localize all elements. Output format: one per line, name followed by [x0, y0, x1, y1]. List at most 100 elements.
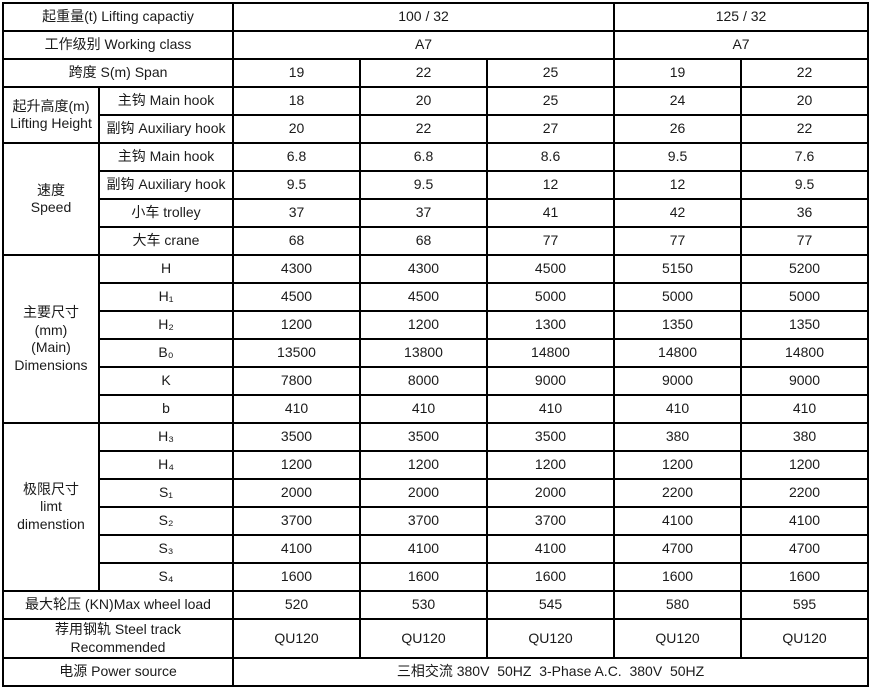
value-cell: 77 [485, 226, 616, 256]
value-cell: 4100 [613, 506, 743, 536]
value-cell: QU120 [613, 618, 743, 659]
value-cell: 9000 [485, 366, 616, 396]
value-cell: 1200 [485, 450, 616, 480]
value-cell: 410 [232, 394, 361, 424]
value-cell: 42 [613, 198, 743, 228]
table-row: S₁ 2000 2000 2000 2200 2200 [3, 478, 870, 508]
value-cell: 1200 [232, 450, 361, 480]
value-cell: 24 [613, 86, 743, 116]
value-cell: 14800 [485, 338, 616, 368]
section-label-limit-dimension: 极限尺寸 limt dimenstion [2, 422, 100, 592]
value-cell: 27 [485, 114, 616, 144]
value-cell: 9.5 [613, 142, 743, 172]
value-cell: 1600 [359, 562, 488, 592]
table-row: 副钩 Auxiliary hook 20 22 27 26 22 [3, 114, 870, 144]
value-cell: 19 [232, 58, 361, 88]
value-cell: 2000 [485, 478, 616, 508]
value-cell: 9.5 [740, 170, 870, 200]
value-cell: 14800 [613, 338, 743, 368]
value-cell: 1600 [613, 562, 743, 592]
value-cell: 6.8 [232, 142, 361, 172]
section-label-lifting-height: 起升高度(m) Lifting Height [2, 86, 100, 144]
sub-label-H: H [98, 254, 234, 284]
value-cell: 14800 [740, 338, 870, 368]
value-cell: 9.5 [232, 170, 361, 200]
sub-label-K: K [98, 366, 234, 396]
sub-label-H2: H₂ [98, 310, 234, 340]
section-label-speed: 速度 Speed [2, 142, 100, 256]
value-cell: 4100 [232, 534, 361, 564]
sub-label-B0: B₀ [98, 338, 234, 368]
table-row: b 410 410 410 410 410 [3, 394, 870, 424]
value-cell: 9000 [740, 366, 870, 396]
table-row: B₀ 13500 13800 14800 14800 14800 [3, 338, 870, 368]
value-cell: 20 [232, 114, 361, 144]
value-cell: 2200 [613, 478, 743, 508]
value-cell: 4100 [485, 534, 616, 564]
value-cell: 13800 [359, 338, 488, 368]
value-cell: QU120 [232, 618, 361, 659]
table-row: 速度 Speed 主钩 Main hook 6.8 6.8 8.6 9.5 7.6 [2, 142, 870, 256]
value-cell: 5000 [740, 282, 870, 312]
value-cell: 22 [740, 58, 870, 88]
table-row: H₁ 4500 4500 5000 5000 5000 [3, 282, 870, 312]
value-cell: 20 [359, 86, 488, 116]
value-cell: 6.8 [359, 142, 488, 172]
value-cell: 77 [740, 226, 870, 256]
value-cell: QU120 [359, 618, 488, 659]
row-label-working-class: 工作级别 Working class [2, 30, 234, 60]
value-cell: 5000 [613, 282, 743, 312]
value-cell: 1200 [359, 310, 488, 340]
value-cell: 410 [613, 394, 743, 424]
value-cell: 380 [613, 422, 743, 452]
value-cell: 4700 [613, 534, 743, 564]
value-cell: 3700 [359, 506, 488, 536]
table-row: 工作级别 Working class A7 A7 [2, 30, 870, 60]
value-cell: 37 [232, 198, 361, 228]
value-cell: 4300 [359, 254, 488, 284]
sub-label-auxiliary-hook: 副钩 Auxiliary hook [98, 114, 234, 144]
value-cell: 68 [359, 226, 488, 256]
value-cell: 12 [485, 170, 616, 200]
value-cell: 2000 [232, 478, 361, 508]
value-cell: 22 [359, 114, 488, 144]
value-cell: 4500 [485, 254, 616, 284]
value-cell: 410 [359, 394, 488, 424]
sub-label-trolley: 小车 trolley [98, 198, 234, 228]
sub-label-main-hook: 主钩 Main hook [98, 142, 234, 172]
value-cell: 1350 [740, 310, 870, 340]
value-cell: QU120 [740, 618, 870, 659]
table-row: 大车 crane 68 68 77 77 77 [3, 226, 870, 256]
value-cell: 7800 [232, 366, 361, 396]
table-row: 荐用钢轨 Steel track Recommended QU120 QU120 QU… [2, 618, 870, 659]
value-cell: 410 [740, 394, 870, 424]
value-cell: 4500 [232, 282, 361, 312]
table-row: 主要尺寸 (mm) (Main) Dimensions H 4300 4300 4500… [2, 254, 870, 424]
table-row: K 7800 8000 9000 9000 9000 [3, 366, 870, 396]
value-cell: 68 [232, 226, 361, 256]
value-cell: 530 [359, 590, 488, 620]
table-row: H₂ 1200 1200 1300 1350 1350 [3, 310, 870, 340]
value-cell: 1200 [740, 450, 870, 480]
value-cell: 36 [740, 198, 870, 228]
value-cell: 19 [613, 58, 743, 88]
sub-label-auxiliary-hook: 副钩 Auxiliary hook [98, 170, 234, 200]
value-cell: 20 [740, 86, 870, 116]
value-cell: 545 [485, 590, 616, 620]
value-cell: 3500 [359, 422, 488, 452]
sub-label-main-hook: 主钩 Main hook [98, 86, 234, 116]
value-cell: 41 [485, 198, 616, 228]
value-working-class-group2: A7 [613, 30, 870, 60]
value-cell: 22 [740, 114, 870, 144]
sub-label-crane: 大车 crane [98, 226, 234, 256]
value-cell: 4700 [740, 534, 870, 564]
value-cell: 1600 [740, 562, 870, 592]
value-cell: 1200 [232, 310, 361, 340]
value-cell: 5200 [740, 254, 870, 284]
table-row: S₄ 1600 1600 1600 1600 1600 [3, 562, 870, 592]
sub-label-S1: S₁ [98, 478, 234, 508]
value-cell: 520 [232, 590, 361, 620]
section-label-main-dimensions: 主要尺寸 (mm) (Main) Dimensions [2, 254, 100, 424]
